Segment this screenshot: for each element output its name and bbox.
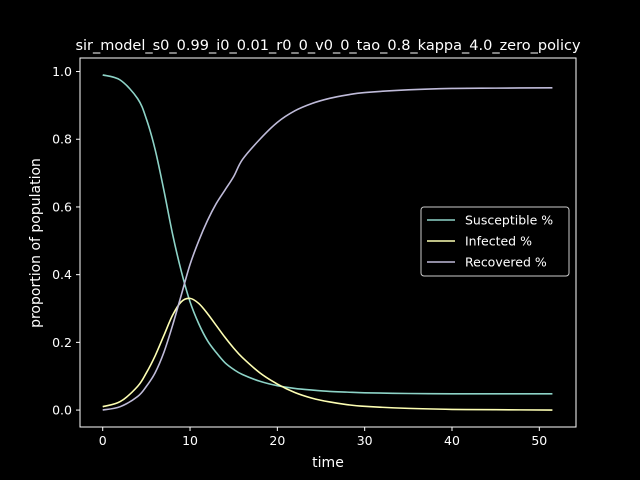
legend-label-susceptible: Susceptible % — [465, 213, 553, 228]
series-line-recovered — [102, 86, 553, 411]
legend-box — [420, 206, 570, 277]
legend: Susceptible % Infected % Recovered % — [420, 206, 570, 277]
axis-ticks: 0 10 20 30 40 50 0.0 0.2 0.4 0.6 0.8 1.0 — [52, 64, 547, 448]
y-axis-label: proportion of population — [28, 158, 44, 328]
y-tick-label: 0.0 — [52, 403, 72, 418]
series-line-infected — [102, 297, 553, 411]
x-tick-label: 40 — [444, 433, 460, 448]
y-tick-label: 1.0 — [52, 64, 72, 79]
series-line-susceptible — [102, 74, 553, 395]
plot-frame — [79, 57, 577, 428]
x-tick-label: 10 — [182, 433, 198, 448]
y-tick-label: 0.8 — [52, 132, 72, 147]
chart-title: sir_model_s0_0.99_i0_0.01_r0_0_v0_0_tao_… — [75, 38, 581, 54]
x-tick-label: 20 — [269, 433, 285, 448]
legend-label-recovered: Recovered % — [465, 255, 547, 270]
x-tick-label: 30 — [357, 433, 373, 448]
x-tick-label: 0 — [99, 433, 107, 448]
y-tick-label: 0.2 — [52, 335, 72, 350]
x-axis-label: time — [312, 455, 344, 471]
legend-label-infected: Infected % — [465, 234, 532, 249]
x-tick-label: 50 — [531, 433, 547, 448]
y-tick-label: 0.6 — [52, 199, 72, 214]
series-lines — [102, 74, 553, 411]
y-tick-label: 0.4 — [52, 267, 72, 282]
